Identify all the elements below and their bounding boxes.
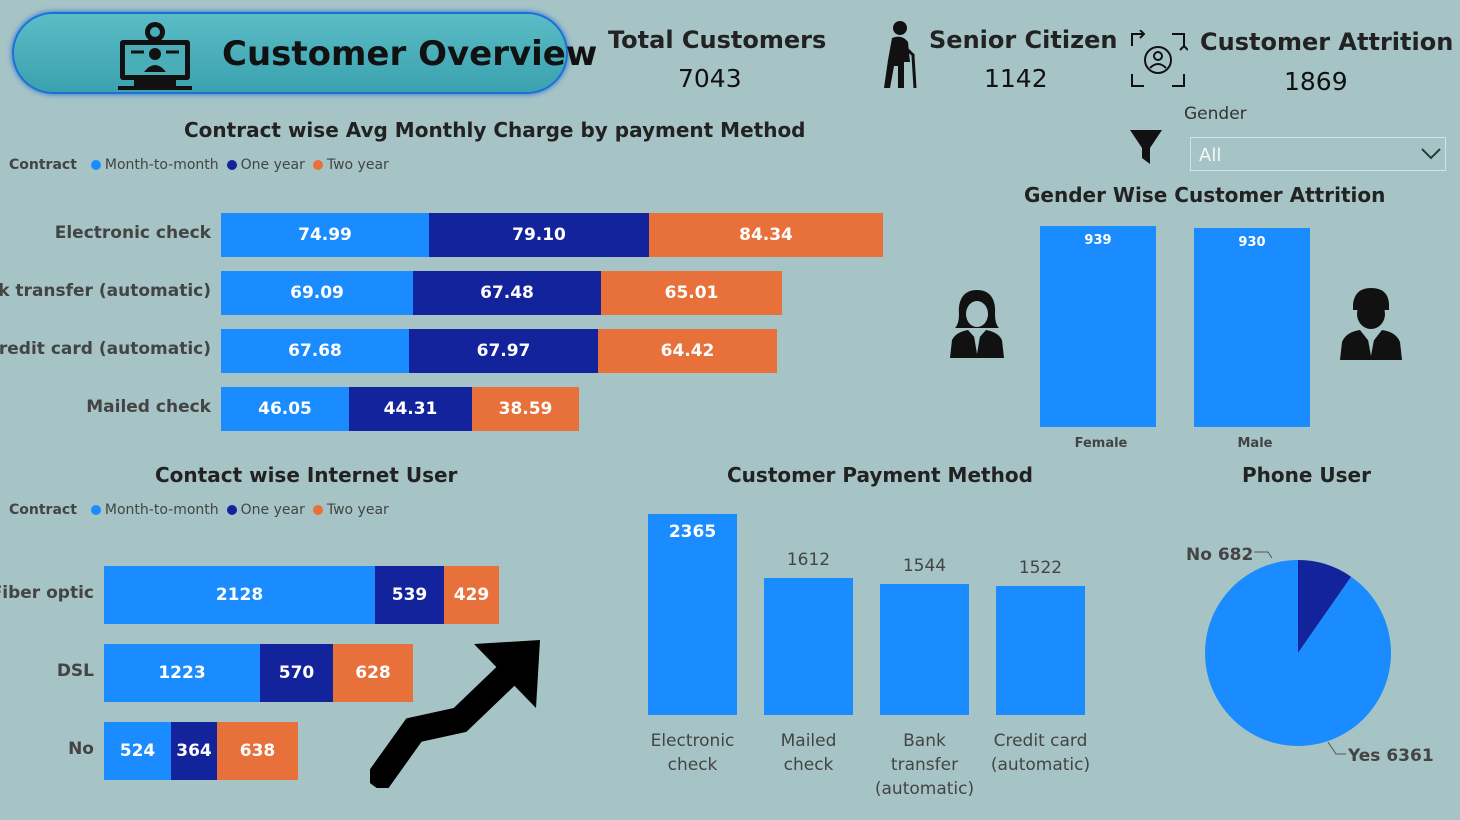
legend-dot-one-year [226,505,237,515]
bar-segment-mailed-check-month-to-month[interactable]: 46.05 [221,387,349,431]
chart-avg-charge-legend: Contract Month-to-month One year Two yea… [9,157,389,173]
bar-segment-credit-card-automatic-one-year[interactable]: 67.97 [409,329,598,373]
category-label-fiber-optic: Fiber optic [0,583,94,603]
trend-arrow-icon [370,640,540,788]
bar-segment-electronic-check-one-year[interactable]: 79.10 [429,213,649,257]
legend-month-to-month: Month-to-month [104,502,219,518]
bar-female[interactable] [1040,226,1156,427]
category-label-female: Female [1075,436,1128,451]
legend-dot-two-year [312,505,323,515]
legend-month-to-month: Month-to-month [104,157,219,173]
kpi-total-customers-label: Total Customers [608,26,827,54]
pie-label-yes: Yes 6361 [1348,746,1434,766]
chart-avg-charge-title: Contract wise Avg Monthly Charge by paym… [184,118,806,142]
category-label-male: Male [1238,436,1273,451]
bar-credit-card-automatic[interactable] [996,586,1085,715]
pie-label-no: No 682 [1186,545,1254,565]
bar-segment-dsl-two-year[interactable]: 628 [333,644,413,702]
legend-one-year: One year [240,502,305,518]
legend-title: Contract [9,157,77,173]
kpi-customer-attrition-value: 1869 [1284,67,1348,96]
bar-segment-electronic-check-two-year[interactable]: 84.34 [649,213,883,257]
bar-segment-electronic-check-month-to-month[interactable]: 74.99 [221,213,429,257]
bar-segment-bank-transfer-automatic-one-year[interactable]: 67.48 [413,271,601,315]
category-label-electronic-check: Electronic check [54,223,211,243]
category-label-no: No [68,739,94,759]
bar-value-female: 939 [1084,233,1111,248]
legend-dot-two-year [312,160,323,170]
chart-payment-method-title: Customer Payment Method [727,463,1033,487]
page-title: Customer Overview [222,34,598,74]
bar-segment-no-one-year[interactable]: 364 [171,722,217,780]
category-label-mailed-check: Mailed check [780,731,837,775]
bar-electronic-check[interactable] [648,514,737,715]
funnel-icon [1130,130,1162,164]
legend-two-year: Two year [326,157,389,173]
female-user-icon [950,290,1004,358]
male-user-icon [1340,288,1402,360]
category-label-dsl: DSL [56,661,94,681]
bar-segment-credit-card-automatic-month-to-month[interactable]: 67.68 [221,329,409,373]
chart-phone-user [1205,551,1391,755]
chart-phone-user-title: Phone User [1242,463,1371,487]
category-label-credit-card-automatic: Credit card (automatic) [990,731,1091,775]
bar-value-mailed-check: 1612 [786,550,831,570]
bar-segment-bank-transfer-automatic-month-to-month[interactable]: 69.09 [221,271,413,315]
bar-segment-fiber-optic-month-to-month[interactable]: 2128 [104,566,375,624]
bar-male[interactable] [1194,227,1310,427]
gender-filter-label: Gender [1184,104,1247,124]
bar-mailed-check[interactable] [764,578,853,715]
bar-value-bank-transfer-automatic: 1544 [902,556,947,576]
bar-segment-bank-transfer-automatic-two-year[interactable]: 65.01 [601,271,782,315]
category-label-mailed-check: Mailed check [86,397,211,417]
kpi-customer-attrition-label: Customer Attrition [1200,28,1454,56]
bar-bank-transfer-automatic[interactable] [880,584,969,715]
bar-segment-mailed-check-one-year[interactable]: 44.31 [349,387,472,431]
pie-leader-no [1254,551,1273,559]
gender-filter-value: All [1199,145,1222,166]
bar-segment-credit-card-automatic-two-year[interactable]: 64.42 [598,329,777,373]
bar-segment-no-month-to-month[interactable]: 524 [104,722,171,780]
bar-segment-fiber-optic-two-year[interactable]: 429 [444,566,499,624]
pie-slice-yes[interactable] [1205,560,1391,746]
legend-dot-one-year [226,160,237,170]
senior-citizen-icon [884,21,917,89]
kpi-senior-citizen-label: Senior Citizen [929,26,1118,54]
bar-segment-no-two-year[interactable]: 638 [217,722,298,780]
chart-gender-title: Gender Wise Customer Attrition [1024,183,1386,207]
category-label-electronic-check: Electronic check [650,731,735,775]
bar-segment-fiber-optic-one-year[interactable]: 539 [375,566,444,624]
bar-value-electronic-check: 2365 [668,522,717,542]
kpi-senior-citizen-value: 1142 [984,64,1048,93]
legend-dot-month-to-month [90,505,101,515]
kpi-total-customers-value: 7043 [678,64,742,93]
bar-segment-mailed-check-two-year[interactable]: 38.59 [472,387,579,431]
pie-slice-no[interactable] [1298,560,1352,653]
chart-internet-user-title: Contact wise Internet User [155,463,458,487]
bar-value-credit-card-automatic: 1522 [1018,558,1063,578]
legend-title: Contract [9,502,77,518]
chart-internet-user-legend: Contract Month-to-month One year Two yea… [9,502,389,518]
customer-attrition-icon [1131,30,1188,87]
pie-leader-yes [1327,741,1346,755]
legend-dot-month-to-month [90,160,101,170]
category-label-bank-transfer-automatic: Bank transfer (automatic) [0,281,211,301]
category-label-credit-card-automatic: Credit card (automatic) [0,339,211,359]
bar-value-male: 930 [1238,235,1265,250]
bar-segment-dsl-one-year[interactable]: 570 [260,644,333,702]
bar-segment-dsl-month-to-month[interactable]: 1223 [104,644,260,702]
legend-one-year: One year [240,157,305,173]
title-banner [12,12,568,94]
chart-gender: 939 Female 930 Male [1040,226,1310,451]
legend-two-year: Two year [326,502,389,518]
chevron-down-icon[interactable] [1421,148,1441,160]
category-label-bank-transfer-automatic: Bank transfer (automatic) [874,731,975,799]
monitor-user-icon [118,22,192,90]
gender-filter-dropdown[interactable]: All [1190,137,1446,171]
